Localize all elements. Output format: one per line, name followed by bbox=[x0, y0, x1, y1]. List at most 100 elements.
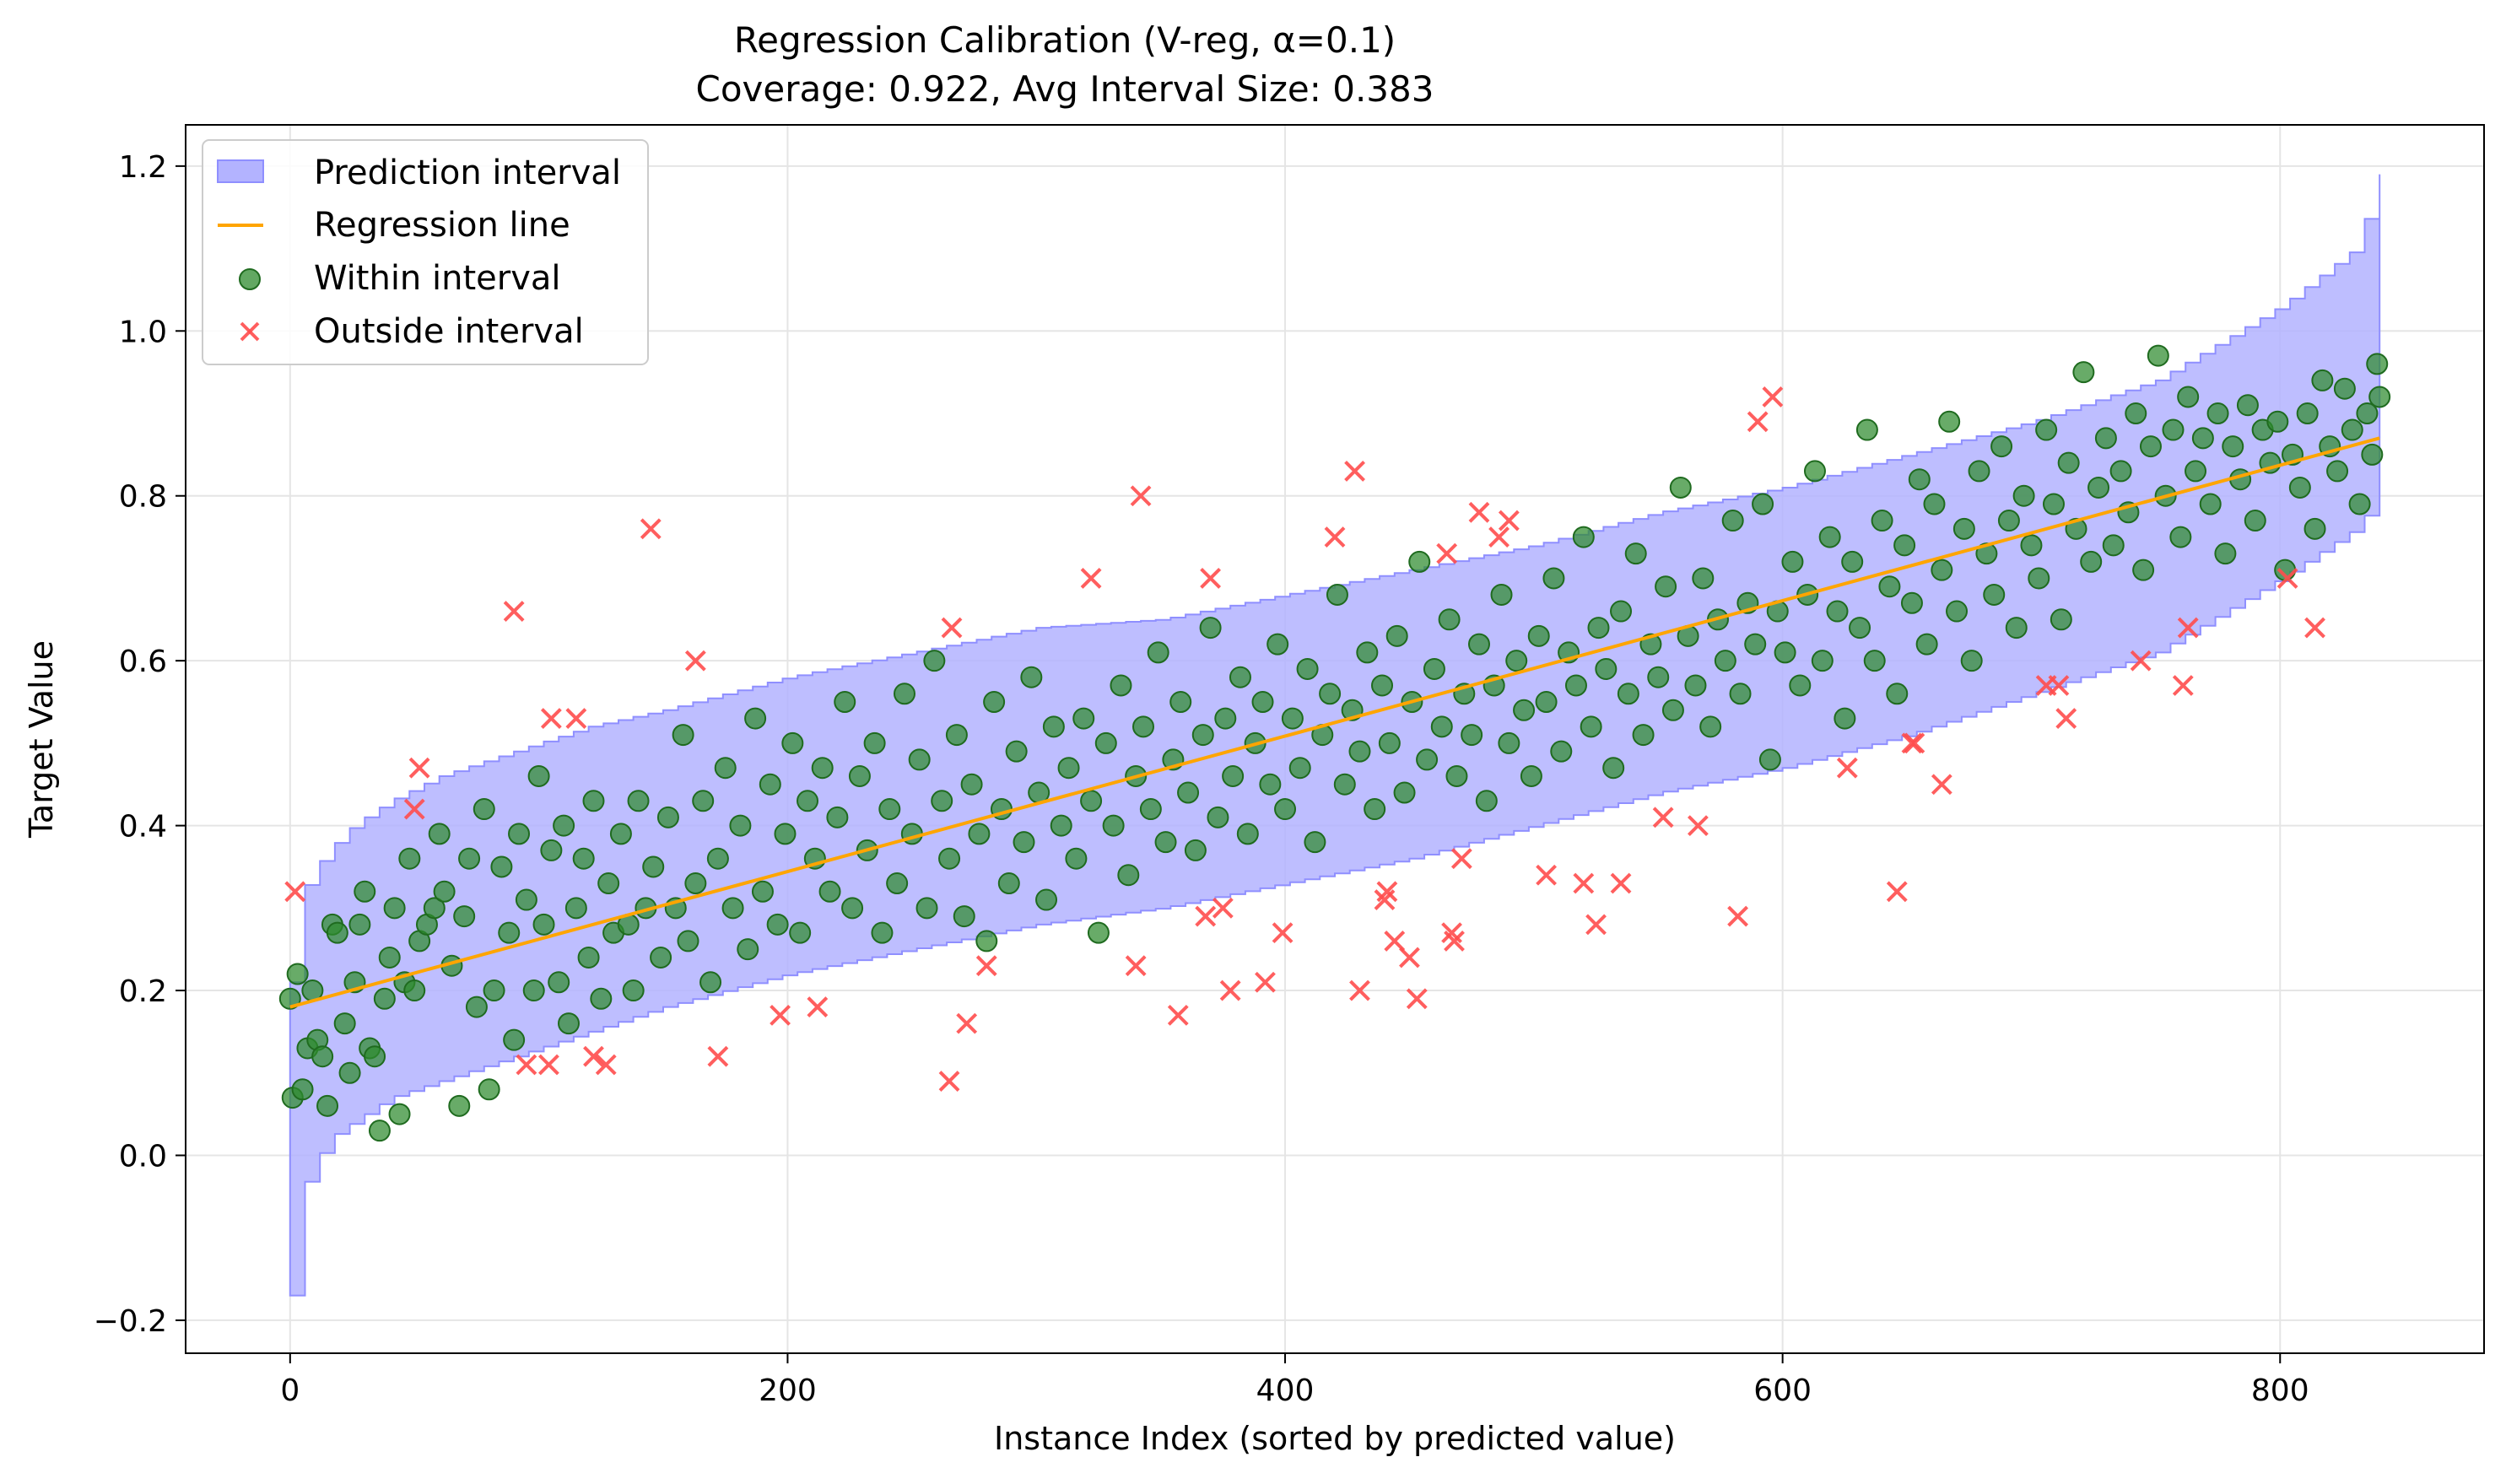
outside-interval-points bbox=[284, 386, 2325, 1092]
within-interval-points bbox=[278, 344, 2391, 1142]
within-interval-point bbox=[1692, 567, 1715, 590]
within-interval-point bbox=[893, 683, 915, 705]
within-interval-point bbox=[1513, 699, 1536, 721]
outside-interval-point bbox=[583, 1045, 604, 1067]
within-interval-point bbox=[1729, 683, 1752, 705]
outside-interval-point bbox=[2304, 617, 2325, 639]
within-interval-point bbox=[1818, 526, 1841, 548]
outside-interval-point bbox=[807, 996, 829, 1017]
within-interval-point bbox=[1117, 864, 1140, 887]
y-tick-label: 0.2 bbox=[119, 974, 167, 1009]
within-interval-point bbox=[2005, 617, 2028, 639]
within-interval-point bbox=[751, 880, 774, 903]
within-interval-point bbox=[577, 946, 600, 969]
within-interval-point bbox=[1886, 683, 1909, 705]
within-interval-point bbox=[1222, 764, 1245, 787]
within-interval-point bbox=[1624, 542, 1647, 565]
outside-interval-point bbox=[1255, 971, 1276, 993]
within-interval-point bbox=[2147, 344, 2169, 367]
within-interval-point bbox=[714, 757, 737, 780]
within-interval-point bbox=[503, 1028, 526, 1051]
within-interval-point bbox=[2348, 493, 2371, 515]
within-interval-point bbox=[326, 921, 348, 944]
within-interval-point bbox=[1445, 764, 1468, 787]
within-interval-point bbox=[1267, 633, 1289, 656]
within-interval-point bbox=[609, 823, 632, 845]
within-interval-point bbox=[871, 921, 894, 944]
outside-interval-point bbox=[770, 1004, 791, 1026]
within-interval-point bbox=[2125, 402, 2147, 425]
outside-interval-point bbox=[1406, 988, 1428, 1010]
within-interval-point bbox=[478, 1078, 500, 1101]
y-tick-label: 0.4 bbox=[119, 810, 167, 845]
within-interval-point bbox=[338, 1061, 361, 1084]
within-interval-point bbox=[642, 855, 665, 878]
within-interval-point bbox=[1333, 773, 1356, 796]
within-interval-point bbox=[1110, 674, 1132, 697]
within-interval-point bbox=[1229, 666, 1251, 688]
outside-interval-point bbox=[595, 1054, 617, 1076]
within-interval-point bbox=[1207, 806, 1229, 828]
within-interval-point bbox=[564, 897, 587, 920]
within-interval-point bbox=[1997, 510, 2020, 532]
within-interval-point bbox=[699, 971, 722, 994]
within-interval-point bbox=[378, 946, 401, 969]
within-interval-point bbox=[316, 1094, 339, 1117]
x-tick-label: 800 bbox=[2251, 1373, 2309, 1408]
outside-interval-point bbox=[640, 518, 662, 540]
within-interval-point bbox=[1169, 691, 1192, 714]
within-interval-point bbox=[1490, 583, 1513, 606]
outside-interval-point bbox=[1167, 1004, 1189, 1026]
within-interval-point bbox=[1139, 798, 1162, 821]
within-interval-point bbox=[1274, 798, 1297, 821]
within-interval-point bbox=[677, 930, 699, 952]
within-interval-point bbox=[458, 847, 481, 870]
outside-interval-point bbox=[503, 601, 525, 622]
within-interval-point bbox=[781, 731, 804, 754]
within-interval-point bbox=[1438, 608, 1461, 631]
within-interval-point bbox=[1527, 624, 1550, 647]
within-interval-point bbox=[548, 971, 570, 994]
within-interval-point bbox=[278, 987, 301, 1010]
outside-interval-point bbox=[1468, 501, 1490, 523]
within-interval-point bbox=[2012, 484, 2035, 507]
within-interval-point bbox=[2288, 476, 2311, 499]
outside-interval-point bbox=[1573, 872, 1595, 894]
within-interval-point bbox=[1296, 657, 1319, 680]
within-interval-point bbox=[1952, 517, 1975, 540]
within-interval-point bbox=[706, 847, 729, 870]
within-interval-point bbox=[960, 773, 983, 796]
within-interval-point bbox=[1505, 650, 1528, 672]
within-interval-point bbox=[1595, 657, 1618, 680]
within-interval-point bbox=[311, 1045, 334, 1068]
outside-interval-point bbox=[2048, 675, 2070, 696]
within-interval-point bbox=[1632, 724, 1655, 747]
y-axis-ticks: −0.2 0.0 0.2 0.4 0.6 0.8 1.0 1.2 bbox=[94, 150, 186, 1339]
outside-interval-point bbox=[1488, 526, 1510, 548]
within-interval-point bbox=[1878, 575, 1901, 598]
outside-interval-point bbox=[941, 617, 963, 639]
outside-interval-point bbox=[1450, 848, 1472, 870]
within-interval-point bbox=[1647, 666, 1670, 688]
outside-interval-point bbox=[1536, 864, 1557, 886]
within-interval-point bbox=[1893, 534, 1916, 557]
within-interval-point bbox=[2191, 427, 2214, 450]
within-interval-point bbox=[2206, 402, 2229, 425]
outside-interval-point bbox=[684, 650, 706, 672]
within-interval-point bbox=[527, 764, 550, 787]
outside-interval-point bbox=[1130, 485, 1152, 507]
within-interval-point bbox=[448, 1094, 471, 1117]
outside-interval-point bbox=[1901, 732, 1923, 754]
within-interval-point bbox=[1057, 757, 1080, 780]
within-interval-point bbox=[433, 880, 456, 903]
within-interval-point bbox=[1326, 583, 1348, 606]
legend-label-regression-line: Regression line bbox=[314, 206, 570, 245]
outside-interval-point bbox=[707, 1045, 729, 1067]
within-interval-point bbox=[923, 650, 946, 672]
within-interval-point bbox=[2185, 460, 2207, 483]
within-interval-point bbox=[1803, 460, 1826, 483]
outside-interval-point bbox=[2276, 568, 2298, 589]
within-interval-point bbox=[945, 724, 968, 747]
within-interval-point bbox=[373, 987, 396, 1010]
within-interval-point bbox=[1968, 460, 1990, 483]
